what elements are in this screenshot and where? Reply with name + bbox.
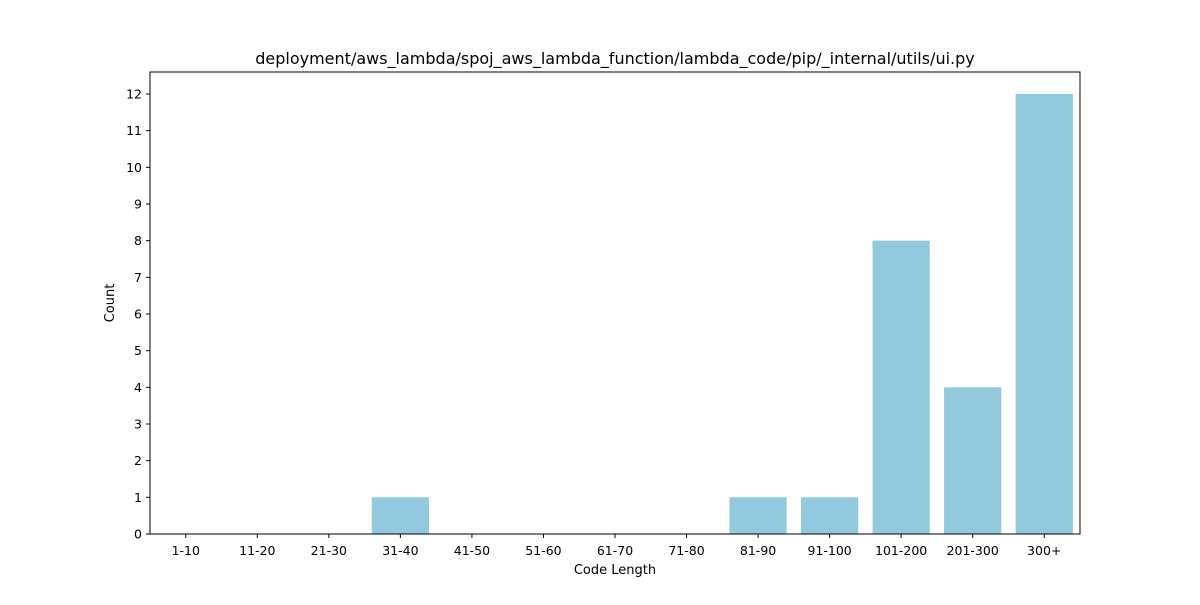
y-tick-label: 11	[126, 123, 142, 138]
x-tick-label: 21-30	[311, 543, 347, 558]
x-tick-label: 71-80	[668, 543, 704, 558]
y-tick-label: 4	[134, 380, 142, 395]
y-tick-label: 8	[134, 233, 142, 248]
bar-300+	[1015, 94, 1073, 534]
x-tick-label: 31-40	[382, 543, 418, 558]
y-tick-label: 1	[134, 490, 142, 505]
y-axis-label: Count	[103, 284, 118, 323]
x-tick-label: 61-70	[597, 543, 633, 558]
x-axis: 1-10 11-20 21-30 31-40 41-50 51-60 61-70 71-80 8…	[172, 534, 1061, 558]
x-tick-label: 201-300	[947, 543, 999, 558]
chart-title: deployment/aws_lambda/spoj_aws_lambda_fu…	[255, 49, 975, 69]
bar-81-90	[729, 497, 787, 534]
x-tick-label: 41-50	[454, 543, 490, 558]
y-tick-label: 5	[134, 343, 142, 358]
bar-91-100	[801, 497, 859, 534]
x-tick-label: 1-10	[172, 543, 200, 558]
y-tick-label: 10	[126, 160, 142, 175]
bars-group	[371, 94, 1073, 535]
y-tick-label: 3	[134, 417, 142, 432]
bar-101-200	[872, 240, 930, 535]
y-tick-label: 7	[134, 270, 142, 285]
x-tick-label: 11-20	[239, 543, 275, 558]
bar-201-300	[944, 387, 1002, 534]
y-tick-label: 6	[134, 307, 142, 322]
y-tick-label: 0	[134, 527, 142, 542]
y-tick-label: 2	[134, 453, 142, 468]
plot-frame	[149, 71, 1081, 535]
x-axis-label: Code Length	[574, 563, 656, 578]
y-tick-label: 9	[134, 197, 142, 212]
x-tick-label: 81-90	[740, 543, 776, 558]
y-tick-label: 12	[126, 87, 142, 102]
x-tick-label: 300+	[1027, 543, 1061, 558]
x-tick-label: 91-100	[807, 543, 851, 558]
bar-31-40	[371, 497, 429, 534]
x-tick-label: 101-200	[875, 543, 927, 558]
x-tick-label: 51-60	[525, 543, 561, 558]
